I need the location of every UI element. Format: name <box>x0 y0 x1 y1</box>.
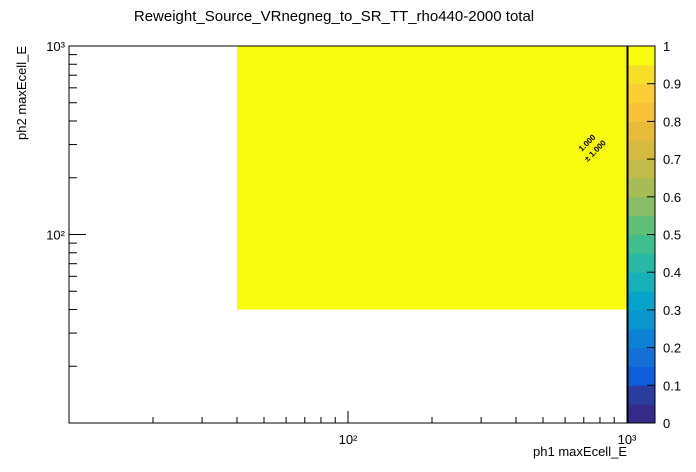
color-bar-step <box>628 159 655 179</box>
z-tick-label: 0.3 <box>663 303 681 318</box>
y-axis-title: ph2 maxEcell_E <box>14 46 29 140</box>
color-bar-step <box>628 309 655 330</box>
z-tick-label: 0.4 <box>663 265 681 280</box>
color-bar-step <box>628 102 655 122</box>
color-bar-step <box>628 291 655 311</box>
x-tick-label: 10² <box>339 432 358 447</box>
color-bar-step <box>628 46 655 66</box>
z-tick-label: 1 <box>663 39 670 54</box>
color-bar-step <box>628 347 655 367</box>
chart-title: Reweight_Source_VRnegneg_to_SR_TT_rho440… <box>134 8 534 25</box>
color-bar-step <box>628 234 655 254</box>
x-axis-title: ph1 maxEcell_E <box>533 444 627 459</box>
z-tick-label: 0.1 <box>663 378 681 393</box>
z-tick-label: 0.6 <box>663 190 681 205</box>
y-tick-label: 10³ <box>46 39 65 54</box>
x-tick-label: 10³ <box>618 432 637 447</box>
color-bar-step <box>628 404 655 424</box>
color-bar-step <box>628 83 655 104</box>
z-tick-label: 0.2 <box>663 341 681 356</box>
z-tick-label: 0.9 <box>663 77 681 92</box>
heatmap-cell <box>236 46 627 310</box>
z-tick-label: 0 <box>663 416 670 431</box>
color-bar-step <box>628 196 655 217</box>
color-bar-step <box>628 366 655 386</box>
color-bar-step <box>628 328 655 349</box>
z-tick-label: 0.5 <box>663 228 681 243</box>
color-bar-step <box>628 140 655 160</box>
color-bar-step <box>628 177 655 198</box>
color-bar-step <box>628 385 655 405</box>
color-bar-step <box>628 121 655 141</box>
color-bar-step <box>628 253 655 273</box>
color-bar-step <box>628 272 655 292</box>
color-bar-step <box>628 64 655 85</box>
z-tick-label: 0.8 <box>663 114 681 129</box>
color-bar-step <box>628 215 655 235</box>
z-tick-label: 0.7 <box>663 152 681 167</box>
y-tick-label: 10² <box>46 228 65 243</box>
